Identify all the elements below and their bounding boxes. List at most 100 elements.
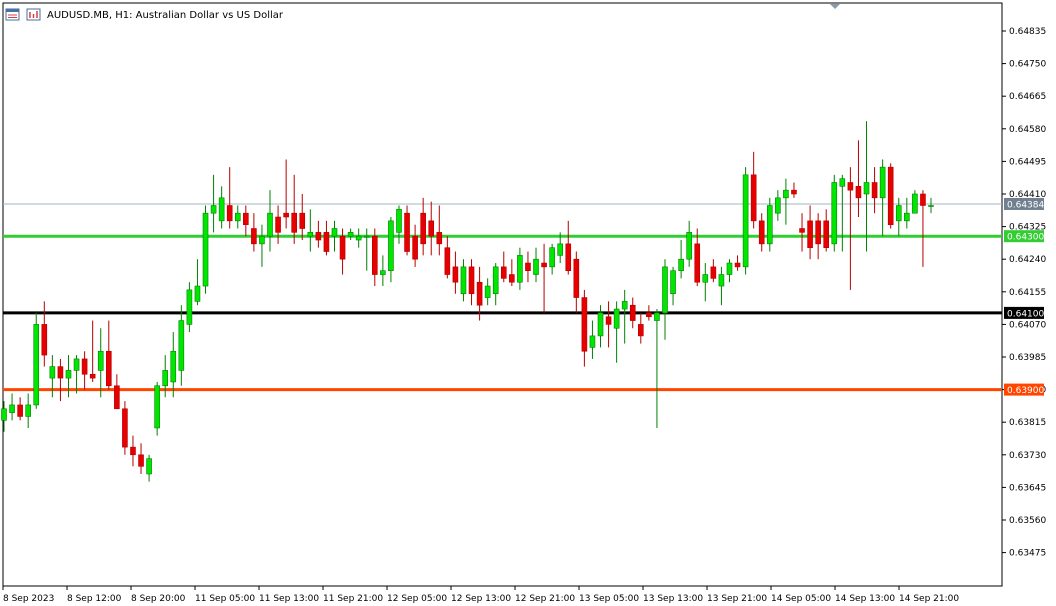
candle-body [863, 182, 870, 195]
candle [509, 259, 515, 287]
candle-body [299, 212, 306, 229]
candle [839, 174, 846, 252]
candle-body [718, 274, 725, 287]
candle-body [57, 366, 64, 379]
candle-body [879, 166, 886, 199]
candle-body [646, 312, 652, 318]
candle-body [484, 285, 491, 298]
candle [420, 197, 426, 256]
candle [589, 320, 596, 359]
scroll-marker-icon[interactable] [830, 4, 840, 9]
candle-body [791, 189, 797, 195]
candle [315, 220, 322, 248]
candle [702, 263, 709, 302]
candle [372, 228, 378, 287]
candle-body [307, 232, 314, 237]
chart-window-icon[interactable] [5, 8, 20, 21]
y-tick-label: 0.64070 [1009, 320, 1046, 330]
candle-body [444, 247, 451, 275]
candle-body [726, 262, 733, 275]
x-tick-label: 8 Sep 2023 [3, 594, 54, 604]
candle-body [509, 274, 515, 283]
candle-body [436, 232, 443, 245]
candle [492, 263, 499, 306]
candle [629, 297, 636, 329]
candle [452, 251, 459, 294]
candle-body [460, 266, 467, 295]
candle [686, 220, 692, 267]
candle-body [694, 243, 701, 283]
candle [654, 309, 660, 428]
candle-body [202, 212, 209, 287]
x-tick-label: 13 Sep 05:00 [579, 594, 639, 604]
candle [9, 393, 15, 421]
candle [267, 190, 273, 252]
candle-body [218, 197, 225, 222]
candle [742, 167, 749, 275]
bar-chart-icon[interactable] [26, 8, 41, 21]
candle [194, 259, 201, 306]
y-tick-label: 0.64835 [1009, 27, 1046, 37]
candle [484, 278, 491, 306]
x-tick-label: 8 Sep 20:00 [131, 594, 186, 604]
x-tick-label: 8 Sep 12:00 [67, 594, 122, 604]
candle-body [557, 243, 563, 256]
candle [638, 312, 644, 344]
candle-body [347, 232, 354, 237]
candle-body [89, 373, 96, 379]
candle [605, 301, 612, 348]
candle-body [815, 220, 821, 245]
candle-body [259, 235, 265, 245]
candle [114, 374, 120, 410]
x-tick-label: 14 Sep 13:00 [835, 594, 895, 604]
candle [597, 305, 604, 348]
y-tick-label: 0.64410 [1009, 190, 1046, 200]
candle [847, 167, 854, 290]
candle-body [186, 289, 193, 325]
candle [718, 266, 725, 306]
candle-body [847, 182, 854, 191]
x-tick-label: 14 Sep 21:00 [899, 594, 959, 604]
candle [831, 174, 838, 252]
candle-body [226, 205, 233, 222]
candle-body [372, 235, 378, 275]
candle [476, 266, 483, 321]
candle-body [210, 205, 217, 214]
x-tick-label: 11 Sep 21:00 [323, 594, 383, 604]
candle [97, 328, 104, 398]
candle [670, 266, 676, 306]
candle-body [114, 385, 120, 410]
candle-body [710, 266, 717, 279]
candle [533, 247, 539, 283]
candle [662, 259, 668, 340]
y-tick-label: 0.64665 [1009, 92, 1046, 102]
candle-body [170, 350, 177, 383]
candle [783, 178, 789, 225]
candle-body [412, 235, 418, 260]
candle-body [912, 193, 918, 214]
candle-body [452, 266, 459, 283]
candle-body [541, 262, 547, 268]
candle [186, 282, 193, 333]
candle [1, 401, 7, 432]
y-tick-label: 0.64155 [1009, 288, 1046, 298]
x-tick-label: 11 Sep 13:00 [259, 594, 319, 604]
candle [549, 243, 555, 275]
candle [871, 167, 878, 214]
level-price-label: 0.64100 [1007, 309, 1044, 319]
candle [146, 454, 152, 482]
candle-body [783, 189, 789, 199]
candle-body [267, 212, 273, 237]
candle [928, 197, 934, 214]
candle-body [146, 458, 152, 475]
candle [218, 186, 225, 229]
candle [17, 397, 23, 421]
level-price-tag [1004, 383, 1044, 396]
candle-body [396, 209, 402, 233]
candle [815, 213, 821, 260]
candle-body [154, 385, 160, 429]
candle-body [428, 220, 435, 237]
candle [823, 209, 830, 252]
candle-body [420, 212, 426, 245]
